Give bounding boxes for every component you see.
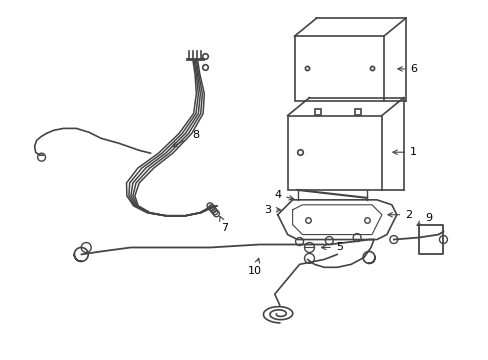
Bar bbox=[287, 116, 381, 190]
Bar bbox=[294, 36, 383, 100]
Text: 2: 2 bbox=[387, 210, 411, 220]
Text: 1: 1 bbox=[392, 147, 416, 157]
Text: 9: 9 bbox=[416, 213, 431, 225]
Text: 6: 6 bbox=[397, 64, 416, 74]
Text: 10: 10 bbox=[247, 258, 262, 276]
Text: 5: 5 bbox=[321, 243, 342, 252]
Text: 3: 3 bbox=[264, 205, 280, 215]
Text: 4: 4 bbox=[274, 190, 293, 200]
Text: 8: 8 bbox=[172, 130, 199, 147]
Text: 7: 7 bbox=[219, 216, 228, 233]
